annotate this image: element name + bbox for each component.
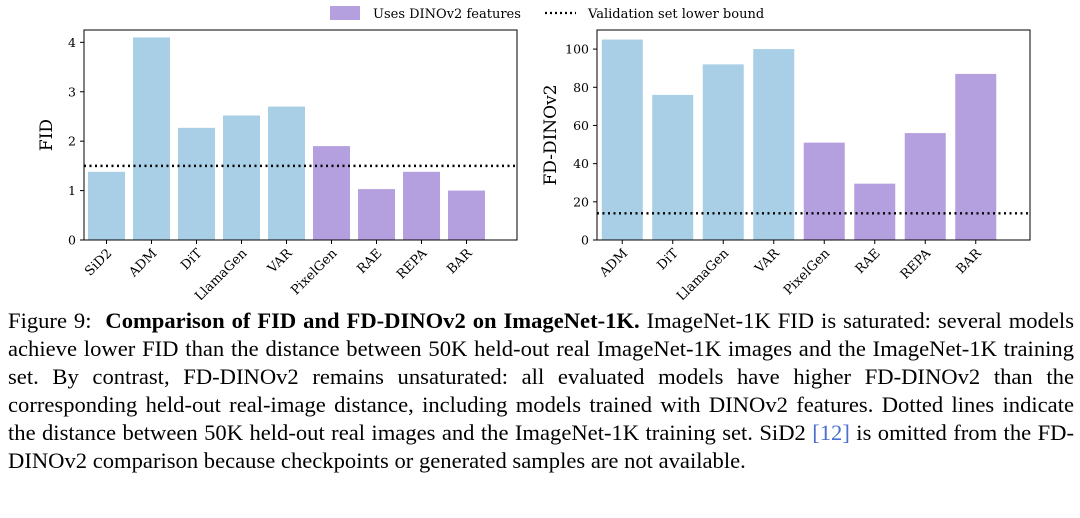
bar-pixelgen (803, 142, 845, 240)
caption-title: Comparison of FID and FD-DINOv2 on Image… (105, 308, 640, 333)
legend-label-validation: Validation set lower bound (587, 7, 764, 22)
legend-label-dinov2: Uses DINOv2 features (373, 7, 521, 22)
axes-frame (596, 29, 1031, 241)
x-tick-label: SiD2 (82, 246, 115, 279)
y-tick-label: 80 (573, 80, 589, 95)
caption-figure-label: Figure 9: (8, 308, 92, 333)
bar-pixelgen (313, 146, 350, 240)
x-tick-label: DiT (655, 246, 682, 273)
x-tick-label: PixelGen (781, 246, 833, 298)
x-tick-label: LlamaGen (674, 246, 732, 300)
y-axis-label: FD-DINOv2 (541, 84, 561, 185)
x-tick-label: ADM (126, 246, 161, 281)
figure: Uses DINOv2 features Validation set lowe… (37, 6, 1031, 300)
bar-bar (448, 190, 485, 240)
y-tick-label: 40 (573, 156, 589, 171)
x-tick-label: DiT (178, 246, 205, 273)
caption-citation-link[interactable]: [12] (812, 420, 850, 445)
y-tick-label: 20 (573, 194, 589, 209)
y-tick-label: 100 (565, 42, 589, 57)
bar-var (268, 106, 305, 241)
axes-frame (83, 29, 518, 241)
x-tick-label: BAR (444, 245, 476, 277)
bar-dit (178, 127, 215, 240)
bar-repa (403, 171, 440, 240)
x-tick-label: VAR (752, 245, 784, 277)
x-tick-label: RAE (354, 246, 385, 277)
x-tick-label: REPA (394, 246, 431, 283)
legend: Uses DINOv2 features Validation set lowe… (330, 6, 764, 22)
y-tick-label: 60 (573, 118, 589, 133)
bar-adm (601, 39, 643, 240)
bar-rae (358, 189, 395, 240)
y-tick-label: 0 (68, 233, 76, 248)
bar-var (753, 49, 795, 240)
y-tick-label: 0 (581, 233, 589, 248)
bar-llamagen (702, 64, 744, 240)
y-tick-label: 1 (68, 183, 76, 198)
bar-llamagen (223, 115, 260, 240)
caption-body-end: is omitted from the FD-DINOv2 comparison… (8, 420, 1074, 473)
x-tick-label: VAR (264, 245, 296, 277)
bar-sid2 (88, 171, 125, 240)
legend-swatch-dinov2 (330, 6, 360, 20)
y-tick-label: 4 (68, 35, 76, 50)
bar-adm (133, 37, 170, 240)
bar-repa (904, 133, 946, 240)
y-tick-label: 3 (68, 84, 76, 99)
x-tick-label: BAR (954, 245, 986, 277)
bar-rae (854, 183, 896, 240)
bar-dit (652, 94, 694, 240)
figure-caption: Figure 9: Comparison of FID and FD-DINOv… (8, 307, 1074, 475)
x-tick-label: PixelGen (288, 246, 340, 298)
x-tick-label: REPA (898, 246, 935, 283)
x-tick-label: RAE (853, 246, 884, 277)
caption-body: ImageNet-1K FID is saturated: several mo… (8, 308, 1074, 445)
bar-bar (955, 73, 997, 240)
x-tick-label: ADM (596, 246, 631, 281)
y-axis-label: FID (37, 119, 57, 151)
y-tick-label: 2 (68, 134, 76, 149)
